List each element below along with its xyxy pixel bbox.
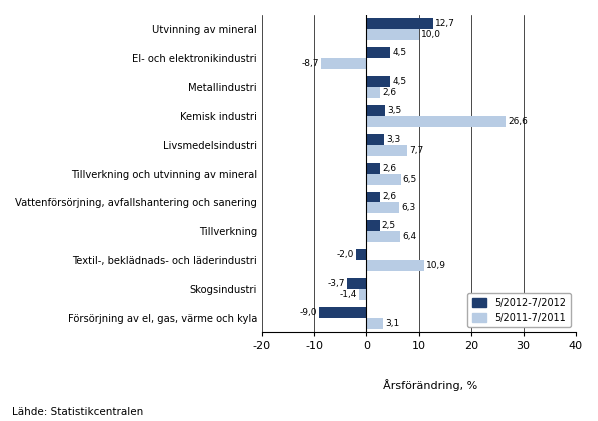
Text: 26,6: 26,6 — [508, 117, 528, 126]
Text: 12,7: 12,7 — [435, 19, 455, 29]
Text: 4,5: 4,5 — [392, 48, 406, 57]
Text: 10,9: 10,9 — [426, 261, 446, 270]
Text: 2,6: 2,6 — [382, 192, 396, 202]
Text: 7,7: 7,7 — [409, 146, 423, 155]
Bar — [367, 260, 423, 271]
Text: -2,0: -2,0 — [337, 250, 354, 259]
Text: 4,5: 4,5 — [392, 77, 406, 86]
Text: 2,6: 2,6 — [382, 88, 396, 97]
Bar — [367, 173, 401, 184]
Bar — [347, 278, 367, 289]
Text: 3,5: 3,5 — [387, 106, 401, 115]
Bar — [367, 47, 390, 58]
Bar — [367, 231, 400, 242]
Text: 6,3: 6,3 — [401, 203, 416, 213]
Text: -3,7: -3,7 — [328, 279, 345, 288]
Text: Årsförändring, %: Årsförändring, % — [383, 379, 478, 391]
Legend: 5/2012-7/2012, 5/2011-7/2011: 5/2012-7/2012, 5/2011-7/2011 — [467, 293, 571, 328]
Bar — [319, 307, 367, 318]
Bar — [367, 163, 380, 173]
Text: 2,5: 2,5 — [382, 221, 396, 230]
Bar — [367, 76, 390, 87]
Bar — [359, 289, 367, 300]
Text: 2,6: 2,6 — [382, 164, 396, 173]
Bar — [367, 145, 407, 156]
Bar — [367, 87, 380, 98]
Bar — [367, 19, 433, 29]
Text: 6,5: 6,5 — [402, 175, 417, 184]
Text: -1,4: -1,4 — [340, 290, 357, 299]
Bar — [367, 318, 383, 329]
Bar — [367, 116, 506, 127]
Bar — [367, 220, 380, 231]
Text: 3,1: 3,1 — [385, 319, 399, 328]
Text: 3,3: 3,3 — [386, 135, 400, 144]
Bar — [356, 249, 367, 260]
Text: 6,4: 6,4 — [402, 232, 416, 241]
Bar — [321, 58, 367, 69]
Text: Lähde: Statistikcentralen: Lähde: Statistikcentralen — [12, 407, 143, 417]
Bar — [367, 134, 384, 145]
Bar — [367, 203, 399, 213]
Bar — [367, 105, 385, 116]
Bar — [367, 192, 380, 203]
Bar — [367, 29, 419, 40]
Text: 10,0: 10,0 — [421, 30, 441, 40]
Text: -9,0: -9,0 — [300, 308, 318, 317]
Text: -8,7: -8,7 — [301, 59, 319, 68]
